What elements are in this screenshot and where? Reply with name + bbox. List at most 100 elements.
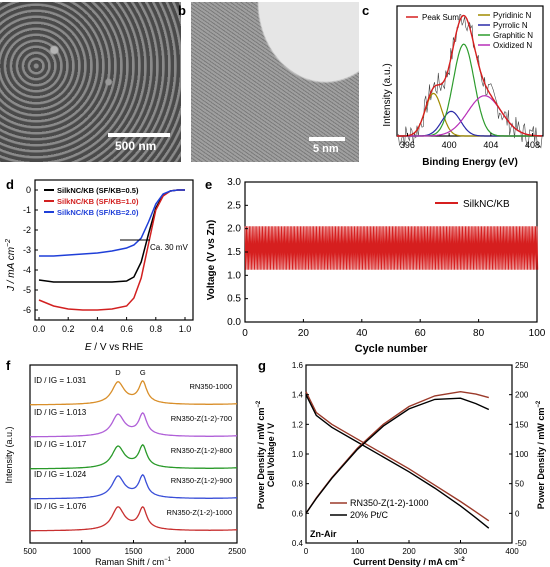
- x-tick-label: 100: [351, 547, 365, 556]
- y-tick-label: -1: [23, 205, 31, 215]
- y-tick-right-label: 250: [515, 361, 529, 370]
- legend-ptc: 20% Pt/C: [350, 510, 389, 520]
- sem-image: 500 nm: [0, 2, 181, 162]
- y-tick-label: -3: [23, 245, 31, 255]
- x-tick-label: 2500: [228, 547, 246, 556]
- series-name-label: RN350-Z(1-2)-1000: [167, 508, 232, 517]
- x-axis-label: Current Density / mA cm−2: [353, 557, 465, 567]
- x-tick-label: 2000: [176, 547, 194, 556]
- y-tick-label: 1.6: [292, 361, 304, 370]
- x-tick-label: 200: [402, 547, 416, 556]
- id-ig-ratio-label: ID / IG = 1.024: [34, 470, 87, 479]
- polarization-chart: Cell Voltage / V Power Density / mW cm−2…: [256, 361, 546, 567]
- panel-f-letter: f: [6, 358, 11, 373]
- y-tick-label: 1.0: [292, 450, 304, 459]
- id-ig-ratio-label: ID / IG = 1.013: [34, 408, 87, 417]
- shift-annotation: Ca. 30 mV: [150, 243, 188, 252]
- g-peak-label: G: [140, 368, 146, 377]
- x-tick-label: 0.8: [150, 324, 163, 334]
- scale-bar-label: 5 nm: [313, 143, 339, 155]
- polarization-series-line: [305, 394, 490, 529]
- legend-label: SilkNC/KB (SF/KB=1.0): [57, 197, 139, 206]
- y-axis-label: Cell Voltage / V: [266, 423, 276, 487]
- x-tick-label: 500: [23, 547, 37, 556]
- x-tick-label: 0.4: [91, 324, 104, 334]
- legend-label: Oxidized N: [493, 41, 532, 50]
- y-tick-label: 2.5: [227, 200, 241, 211]
- raman-chart: Intensity (a.u.) ID / IG = 1.031 RN350-10…: [4, 364, 246, 567]
- y-tick-label: 1.5: [227, 247, 241, 258]
- y-tick-right-label: 100: [515, 450, 529, 459]
- id-ig-ratio-label: ID / IG = 1.017: [34, 440, 87, 449]
- y-tick-label: 1.0: [227, 270, 241, 281]
- x-tick-label: 0: [304, 547, 309, 556]
- series-name-label: RN350-Z(1-2)-700: [171, 414, 232, 423]
- x-tick-label: 0.0: [33, 324, 46, 334]
- x-axis-label: Cycle number: [355, 343, 428, 355]
- x-tick-label: 396: [400, 140, 415, 150]
- x-tick-label: 60: [415, 328, 427, 339]
- y-tick-label: 1.2: [292, 420, 304, 429]
- y-tick-right-label: 150: [515, 420, 529, 429]
- y-tick-label: 3.0: [227, 177, 241, 188]
- x-tick-label: 0: [242, 328, 248, 339]
- y-axis-label: Intensity (a.u.): [382, 63, 393, 126]
- x-tick-label: 80: [473, 328, 485, 339]
- y-tick-label: 2.0: [227, 224, 241, 235]
- series-name-label: RN350-1000: [189, 382, 232, 391]
- panel-d-letter: d: [6, 177, 14, 192]
- polarization-series-line: [305, 390, 489, 514]
- x-tick-label: 20: [298, 328, 310, 339]
- id-ig-ratio-label: ID / IG = 1.031: [34, 376, 87, 385]
- y-tick-right-label: 200: [515, 391, 529, 400]
- y-tick-label: -2: [23, 225, 31, 235]
- x-tick-label: 1000: [73, 547, 91, 556]
- y-axis-label: Intensity (a.u.): [4, 426, 14, 483]
- panel-c-letter: c: [362, 3, 370, 18]
- xps-chart: Intensity (a.u.) 396 400 404 408 Binding En…: [382, 5, 544, 168]
- x-tick-label: 40: [356, 328, 368, 339]
- y-tick-label: 0: [26, 185, 31, 195]
- raman-series-line: [30, 412, 237, 438]
- zn-air-label: Zn-Air: [310, 529, 337, 539]
- x-tick-label: 0.6: [120, 324, 133, 334]
- polarization-series-line: [305, 391, 490, 522]
- x-axis-label: E / V vs RHE: [85, 342, 144, 353]
- raman-series-line: [30, 505, 237, 532]
- y-axis-label: Voltage (V vs Zn): [206, 220, 217, 300]
- cycling-chart: Voltage (V vs Zn) 0 20 40 60 80 100 0.0 0.5 1.0 1…: [206, 177, 546, 355]
- legend-label: Graphitic N: [493, 31, 533, 40]
- peak-sum-line: [397, 14, 542, 137]
- polarization-series-line: [305, 397, 490, 514]
- legend-label: Pyridinic N: [493, 11, 531, 20]
- x-tick-label: 100: [529, 328, 546, 339]
- d-peak-label: D: [115, 368, 121, 377]
- y-tick-right-label: 50: [515, 480, 524, 489]
- legend-peak-sum: Peak Sum: [422, 13, 459, 22]
- panel-b-letter: b: [178, 3, 186, 18]
- x-axis-label: Raman Shift / cm−1: [95, 557, 172, 567]
- cycling-voltage-line: [244, 226, 539, 270]
- y-axis-label: J / mA cm−2: [5, 239, 17, 292]
- scale-bar-label: 500 nm: [115, 139, 157, 153]
- legend-rn350: RN350-Z(1-2)-1000: [350, 498, 429, 508]
- raman-series-line: [30, 443, 237, 470]
- id-ig-ratio-label: ID / IG = 1.076: [34, 502, 87, 511]
- legend-label: Pyrrolic N: [493, 21, 528, 30]
- y-tick-right-label: -50: [515, 539, 527, 548]
- y-tick-label: -4: [23, 265, 31, 275]
- y-tick-label: 0.4: [292, 539, 304, 548]
- y-tick-label: 1.4: [292, 391, 304, 400]
- x-tick-label: 0.2: [62, 324, 75, 334]
- lsv-chart: J / mA cm−2 0.0 0.2 0.4 0.6 0.8 1.0 0 -1 -2 -3 -4 -…: [5, 179, 194, 353]
- x-tick-label: 1.0: [179, 324, 192, 334]
- series-name-label: RN350-Z(1-2)-800: [171, 446, 232, 455]
- x-tick-label: 400: [505, 547, 519, 556]
- y-tick-label: 0.6: [292, 509, 304, 518]
- scale-bar: [309, 137, 345, 141]
- legend-silknc: SilkNC/KB: [463, 199, 510, 210]
- raman-series-line: [30, 473, 237, 500]
- y-tick-right-label: 0: [515, 509, 520, 518]
- tem-image: 5 nm: [191, 2, 359, 162]
- y-axis-label-right: Power Density / mW cm−2: [536, 400, 546, 509]
